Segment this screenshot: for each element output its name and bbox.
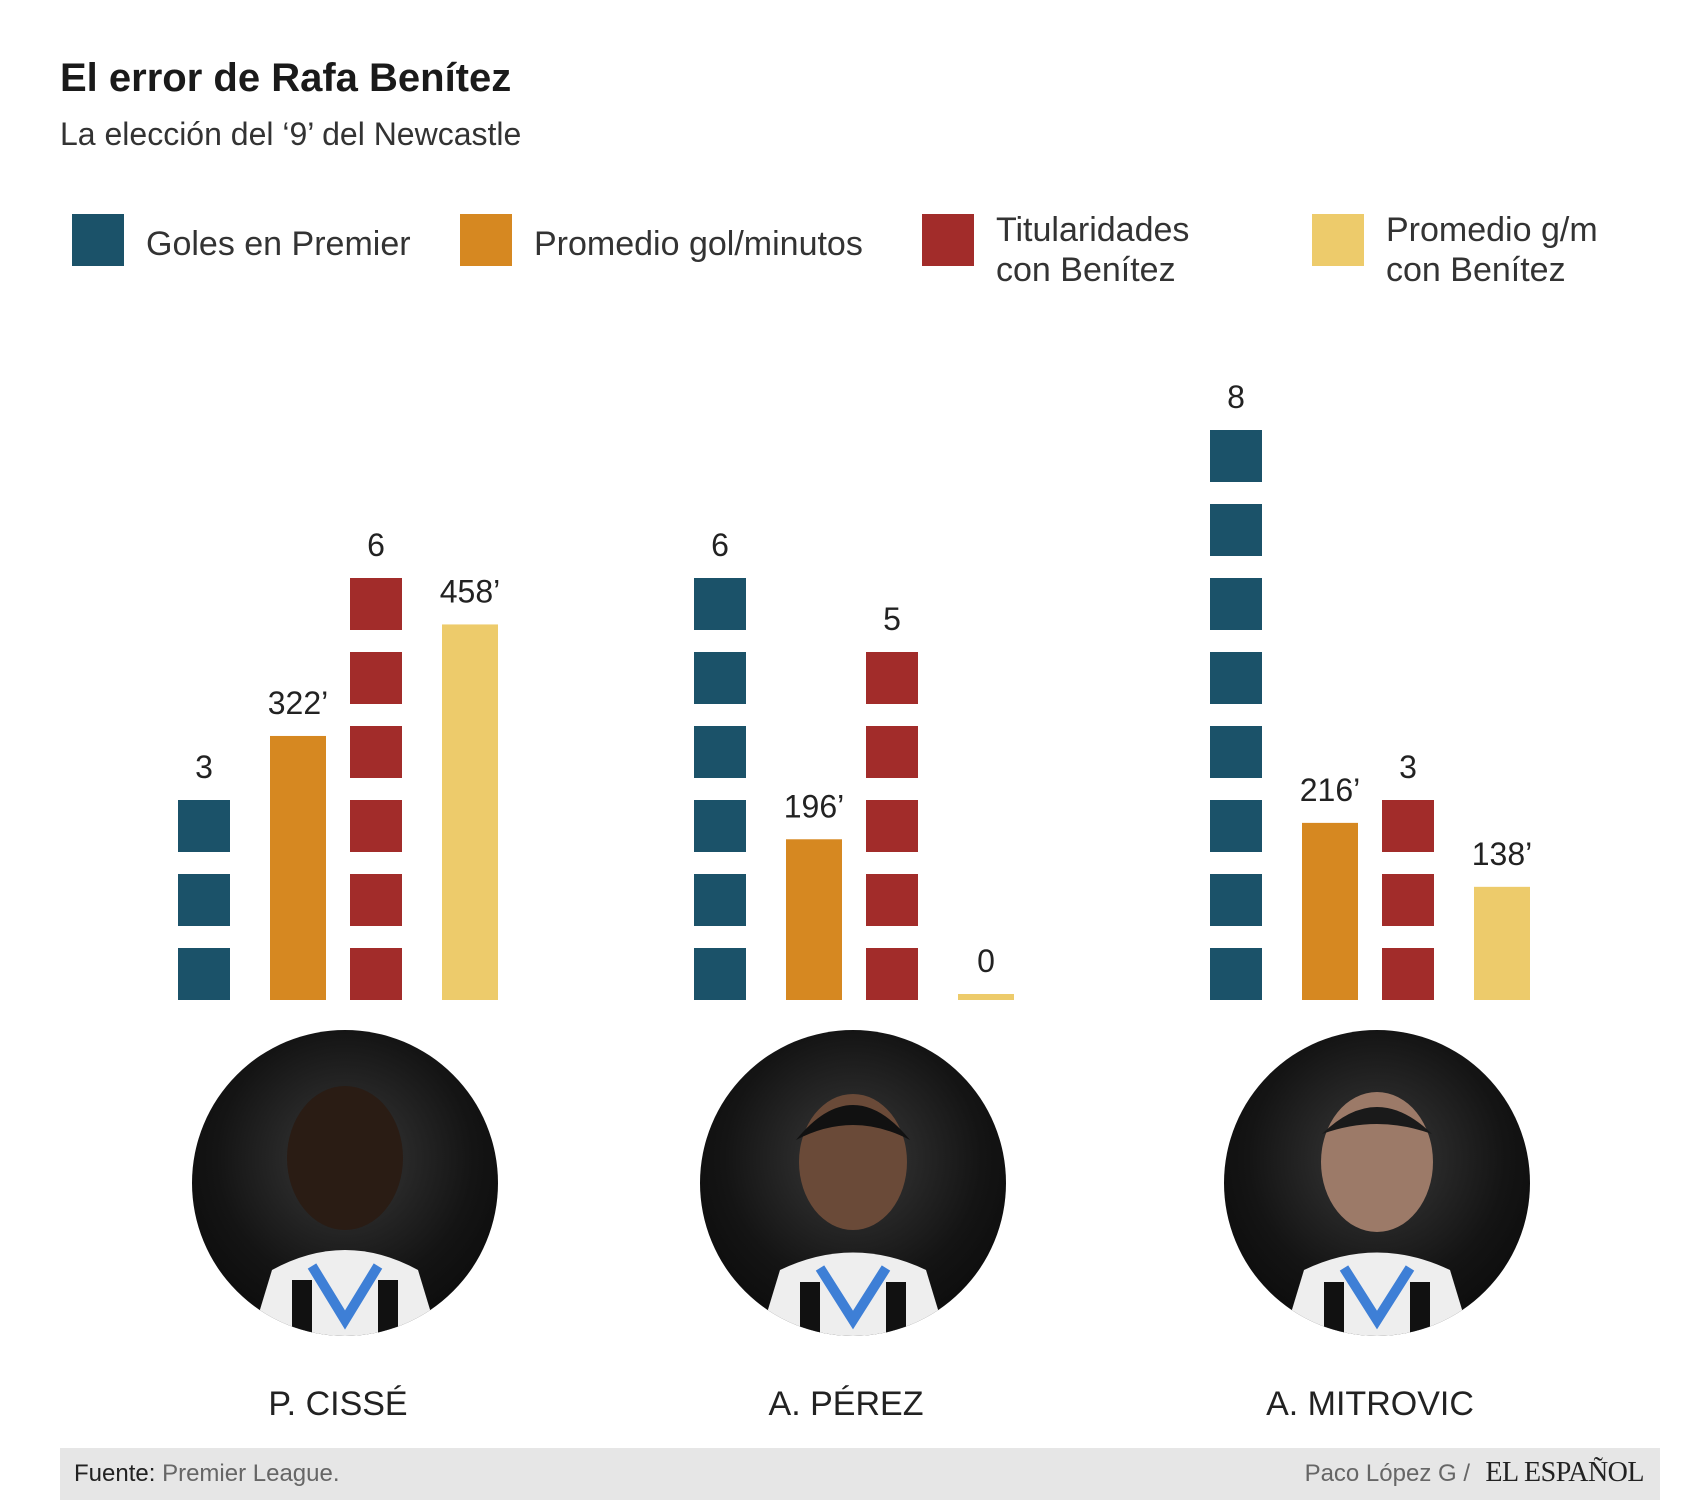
legend-item-goles: Goles en Premier — [72, 210, 411, 266]
footer-brand-logo: EL ESPAÑOL — [1485, 1457, 1644, 1488]
legend-text-titularidades-2: con Benítez — [996, 251, 1176, 289]
unit-titularidades-cisse — [350, 578, 402, 630]
legend-label-promedio: Promedio gol/minutos — [534, 224, 863, 264]
label-promedio-benitez-mitrovic: 138’ — [1472, 836, 1533, 872]
label-promedio-benitez-perez: 0 — [977, 943, 995, 979]
unit-titularidades-perez — [866, 800, 918, 852]
unit-goles-perez — [694, 874, 746, 926]
footer-bar: Fuente: Premier League. Paco López G / E… — [60, 1448, 1660, 1500]
label-goles-perez: 6 — [711, 527, 729, 563]
unit-goles-mitrovic — [1210, 948, 1262, 1000]
unit-goles-mitrovic — [1210, 578, 1262, 630]
legend-swatch-goles — [72, 214, 124, 266]
unit-goles-perez — [694, 800, 746, 852]
label-promedio-perez: 196’ — [784, 788, 845, 824]
player-photo-mitrovic — [1224, 1030, 1530, 1336]
unit-goles-cisse — [178, 948, 230, 1000]
page-subtitle: La elección del ‘9’ del Newcastle — [60, 116, 522, 152]
legend-label-goles: Goles en Premier — [146, 224, 411, 264]
unit-titularidades-mitrovic — [1382, 948, 1434, 1000]
footer-source-label: Fuente: — [74, 1460, 156, 1487]
footer-source: Fuente: Premier League. — [74, 1460, 340, 1488]
unit-titularidades-perez — [866, 652, 918, 704]
legend-item-promedio-benitez: Promedio g/m con Benítez — [1312, 210, 1598, 290]
bar-promedio-benitez-mitrovic — [1474, 886, 1530, 1000]
legend-text-promedio: Promedio gol/minutos — [534, 225, 863, 263]
unit-titularidades-perez — [866, 948, 918, 1000]
legend-label-titularidades: Titularidades con Benítez — [996, 210, 1189, 290]
unit-goles-cisse — [178, 800, 230, 852]
unit-goles-cisse — [178, 874, 230, 926]
legend-swatch-titularidades — [922, 214, 974, 266]
unit-goles-mitrovic — [1210, 652, 1262, 704]
legend-item-promedio: Promedio gol/minutos — [460, 210, 863, 266]
unit-goles-perez — [694, 948, 746, 1000]
unit-goles-mitrovic — [1210, 800, 1262, 852]
bar-promedio-mitrovic — [1302, 822, 1358, 1000]
legend-swatch-promedio-benitez — [1312, 214, 1364, 266]
unit-titularidades-cisse — [350, 726, 402, 778]
player-name-cisse: P. CISSÉ — [268, 1385, 408, 1423]
bar-promedio-cisse — [270, 735, 326, 1000]
player-name-mitrovic: A. MITROVIC — [1266, 1385, 1474, 1423]
label-titularidades-perez: 5 — [883, 601, 901, 637]
unit-goles-perez — [694, 578, 746, 630]
bar-promedio-perez — [786, 839, 842, 1000]
unit-titularidades-cisse — [350, 652, 402, 704]
bar-promedio-benitez-perez — [958, 994, 1014, 1000]
legend-text-promedio-benitez-2: con Benítez — [1386, 251, 1566, 289]
label-promedio-mitrovic: 216’ — [1300, 772, 1361, 808]
legend-text-goles: Goles en Premier — [146, 225, 411, 263]
label-titularidades-cisse: 6 — [367, 527, 385, 563]
unit-titularidades-cisse — [350, 800, 402, 852]
footer-credit: Paco López G / — [1304, 1460, 1470, 1487]
unit-titularidades-cisse — [350, 874, 402, 926]
page-title: El error de Rafa Benítez — [60, 56, 512, 100]
bar-promedio-benitez-cisse — [442, 624, 498, 1000]
unit-titularidades-mitrovic — [1382, 874, 1434, 926]
legend-swatch-promedio — [460, 214, 512, 266]
unit-goles-mitrovic — [1210, 504, 1262, 556]
unit-titularidades-perez — [866, 726, 918, 778]
unit-titularidades-perez — [866, 874, 918, 926]
footer-source-value: Premier League. — [162, 1460, 340, 1487]
unit-goles-mitrovic — [1210, 874, 1262, 926]
unit-goles-mitrovic — [1210, 430, 1262, 482]
legend-text-titularidades-1: Titularidades — [996, 211, 1190, 249]
legend-text-promedio-benitez-1: Promedio g/m — [1386, 211, 1598, 249]
label-goles-mitrovic: 8 — [1227, 379, 1245, 415]
bar-chart: 3 322’ 6 458’ 6 196’ 5 0 8 216’ 3 138’ — [178, 379, 1533, 1000]
label-goles-cisse: 3 — [195, 749, 213, 785]
legend-label-promedio-benitez: Promedio g/m con Benítez — [1386, 210, 1598, 290]
unit-titularidades-mitrovic — [1382, 800, 1434, 852]
label-titularidades-mitrovic: 3 — [1399, 749, 1417, 785]
label-promedio-benitez-cisse: 458’ — [440, 573, 501, 609]
player-photo-cisse — [192, 1030, 498, 1336]
legend-item-titularidades: Titularidades con Benítez — [922, 210, 1189, 290]
unit-goles-perez — [694, 726, 746, 778]
unit-goles-mitrovic — [1210, 726, 1262, 778]
unit-titularidades-cisse — [350, 948, 402, 1000]
player-name-perez: A. PÉREZ — [768, 1385, 924, 1423]
label-promedio-cisse: 322’ — [268, 685, 329, 721]
player-photo-perez — [700, 1030, 1006, 1336]
unit-goles-perez — [694, 652, 746, 704]
